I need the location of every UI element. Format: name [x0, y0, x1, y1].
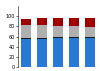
Bar: [37, 25, 47, 38]
Bar: [37, 39, 47, 67]
Bar: [53, 38, 63, 67]
Bar: [69, 26, 79, 37]
Bar: [21, 19, 31, 25]
Bar: [21, 25, 31, 38]
Bar: [69, 38, 79, 67]
Bar: [85, 38, 95, 67]
Bar: [85, 37, 95, 38]
Bar: [69, 37, 79, 38]
Bar: [21, 39, 31, 67]
Bar: [85, 27, 95, 37]
Bar: [53, 18, 63, 26]
Bar: [21, 38, 31, 39]
Bar: [37, 38, 47, 39]
Bar: [69, 18, 79, 26]
Bar: [85, 18, 95, 27]
Bar: [53, 37, 63, 38]
Bar: [37, 18, 47, 25]
Bar: [53, 26, 63, 37]
